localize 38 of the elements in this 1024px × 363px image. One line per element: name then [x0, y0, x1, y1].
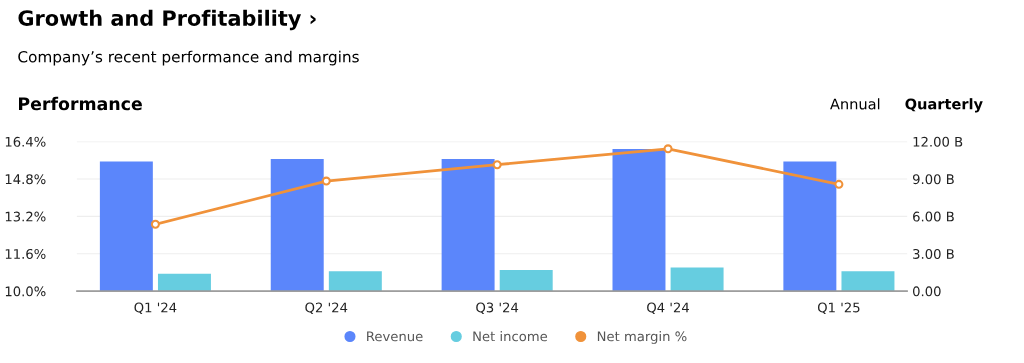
bar: [783, 161, 837, 292]
y-tick-label: 13.2%: [5, 211, 46, 222]
chart-subtitle: Company’s recent performance and margins: [18, 50, 359, 66]
y-tick-label: 10.0%: [5, 286, 46, 297]
bar: [841, 271, 895, 292]
x-tick-label: Q1 '24: [134, 302, 177, 314]
y-tick-label: 14.8%: [5, 174, 46, 185]
y2-tick-label: 6.00 B: [913, 211, 954, 222]
point: [663, 144, 673, 154]
point: [492, 160, 502, 170]
point: [150, 219, 160, 229]
bar: [328, 271, 382, 292]
y2-tick-label: 3.00 B: [913, 248, 954, 259]
legend-label: Net margin %: [597, 331, 687, 344]
bar: [670, 267, 724, 292]
text: Annual: [830, 98, 880, 110]
text: Performance: [19, 96, 142, 111]
bar: [441, 159, 495, 292]
y-tick-label: 11.6%: [5, 248, 46, 259]
text: Quarterly: [905, 98, 983, 113]
y-tick-label: 16.4%: [5, 136, 46, 147]
bar: [99, 161, 153, 292]
y2-tick-label: 0.00: [913, 286, 941, 297]
chart-title: Growth and Profitability ›: [18, 9, 316, 31]
x-tick-label: Q4 '24: [647, 302, 689, 314]
legend-label: Net income: [473, 331, 548, 342]
bar: [612, 149, 666, 292]
bar: [270, 159, 324, 292]
x-tick-label: Q3 '24: [476, 302, 519, 314]
legend-label: Revenue: [367, 331, 423, 342]
bar: [499, 269, 553, 292]
y2-tick-label: 9.00 B: [912, 174, 954, 185]
point: [321, 176, 331, 186]
point: [834, 179, 844, 189]
bar: [157, 273, 211, 292]
x-tick-label: Q2 '24: [305, 302, 348, 314]
y2-tick-label: 12.00 B: [913, 136, 963, 147]
x-tick-label: Q1 '25: [817, 302, 860, 314]
